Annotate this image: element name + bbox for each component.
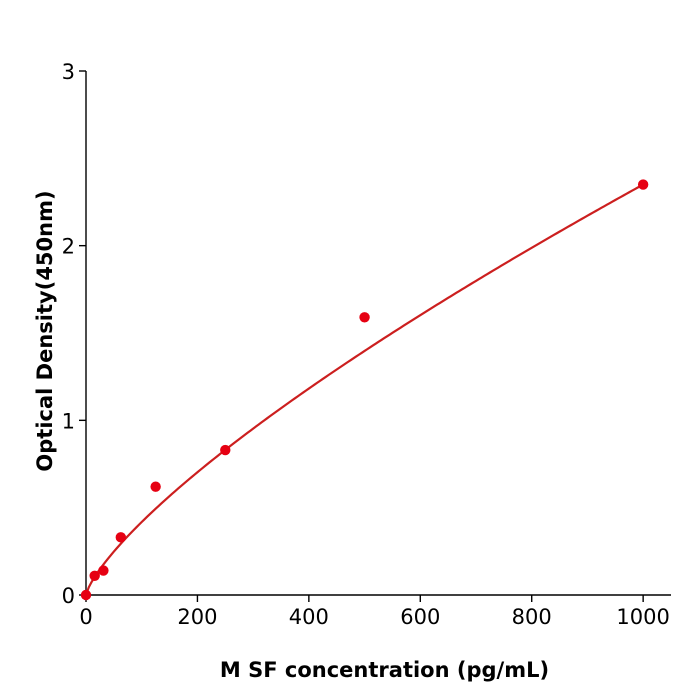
x-tick-label: 200 <box>177 605 217 629</box>
fit-curve <box>84 183 644 596</box>
axes <box>85 71 671 596</box>
x-tick-label: 400 <box>289 605 329 629</box>
y-ticks: 0 1 2 3 <box>62 60 86 608</box>
data-point-2 <box>98 565 109 576</box>
y-tick-label: 2 <box>62 235 75 259</box>
data-point-1 <box>89 570 100 581</box>
x-tick-label: 800 <box>512 605 552 629</box>
x-tick-label: 600 <box>400 605 440 629</box>
y-tick-label: 1 <box>62 409 75 433</box>
x-tick-label: 0 <box>79 605 92 629</box>
y-tick-label: 3 <box>62 60 75 84</box>
data-point-3 <box>115 532 127 543</box>
data-point-4 <box>150 481 161 492</box>
data-point-6 <box>359 312 370 323</box>
x-axis-label: M SF concentration (pg/mL) <box>220 658 549 682</box>
data-point-7 <box>637 179 649 190</box>
data-points <box>80 179 649 601</box>
data-point-5 <box>220 444 231 456</box>
y-tick-label: 0 <box>62 584 75 608</box>
x-ticks: 0 200 400 600 800 1000 <box>79 595 670 629</box>
x-tick-label: 1000 <box>616 605 669 629</box>
data-point-0 <box>80 589 92 601</box>
y-axis-label: Optical Density(450nm) <box>33 190 57 471</box>
